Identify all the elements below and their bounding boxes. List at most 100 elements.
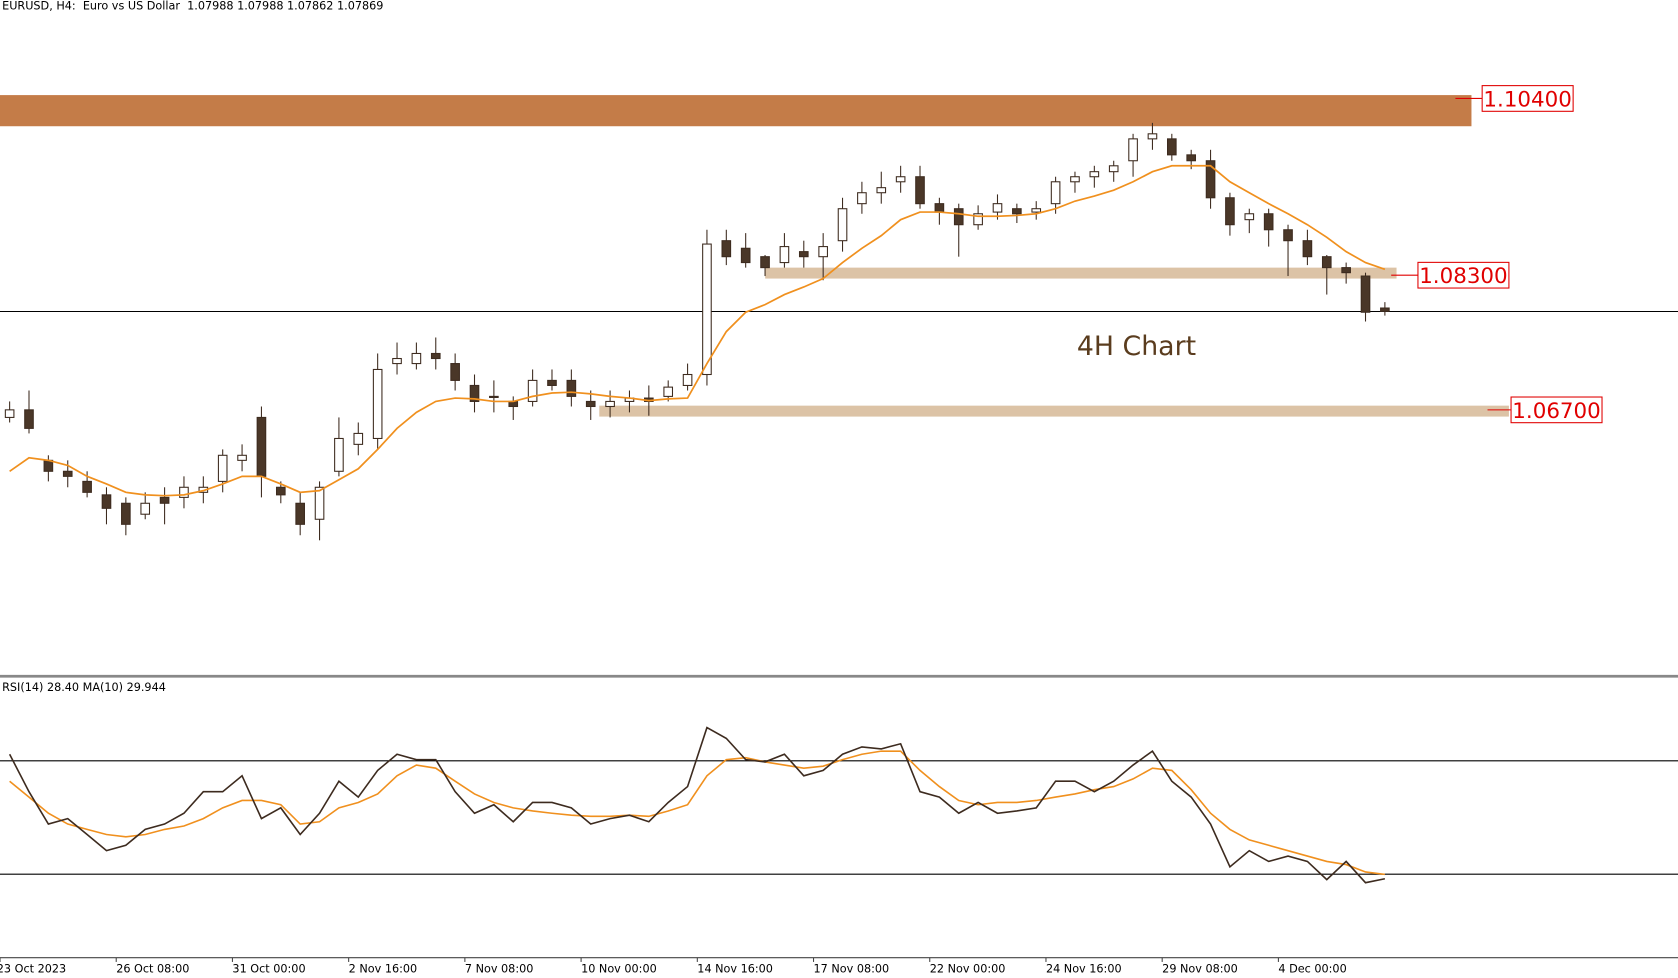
candle-body [140,502,151,515]
candle-body [1205,160,1216,199]
x-tick-label: 23 Oct 2023 [0,963,66,976]
candle-body [179,486,189,498]
candle-body [4,409,15,418]
price-pane [0,122,1678,541]
candle-body [1380,307,1390,312]
rsi-title: RSI(14) 28.40 MA(10) 29.944 [2,681,166,694]
candle-body [818,246,828,258]
candle-body [256,416,267,477]
candle-body [973,213,983,226]
moving-average [9,164,1386,497]
candle-body [779,246,790,264]
candle-body [82,480,92,493]
level-label-box [1417,261,1510,289]
x-tick-label: 2 Nov 16:00 [349,963,418,976]
candle-body [450,363,460,381]
level-label-box [1510,396,1603,424]
candle-body [1321,256,1332,269]
candle-body [934,203,945,213]
candle-body [798,251,809,258]
level-label: 1.08300 [1419,264,1507,289]
candle-body [1147,133,1158,140]
candle-body [837,208,848,242]
candle-body [721,240,732,258]
x-tick-label: 17 Nov 08:00 [814,963,890,976]
x-tick-label: 31 Oct 00:00 [232,963,305,976]
candle-body [62,470,73,477]
candle-body [353,432,364,445]
candle-body [295,502,305,525]
x-tick-label: 22 Nov 00:00 [930,963,1006,976]
x-tick-label: 4 Dec 00:00 [1278,963,1346,976]
candle-body [740,247,751,264]
candle-body [489,395,499,398]
candle-body [527,379,538,402]
candle-body [1089,171,1100,178]
candle-body [857,192,867,205]
zone [0,95,1472,127]
candle-body [895,176,906,183]
x-axis-labels: 23 Oct 2023 26 Oct 08:00 31 Oct 00:00 2 Nov… [0,957,1347,976]
zone [765,267,1397,279]
x-tick-label: 14 Nov 16:00 [697,963,773,976]
candle-body [314,486,325,520]
rsi-pane [0,726,1678,884]
candle-body [469,384,480,402]
candle-body [1167,138,1177,156]
candle-body [101,494,112,509]
candle-body [24,409,34,429]
candle-body [992,203,1003,213]
x-tick-label: 29 Nov 08:00 [1162,963,1238,976]
candle-body [1012,208,1022,215]
candle-body [682,373,693,386]
rsi-line [8,726,1386,884]
candle-body [1244,213,1255,221]
candle-body [605,400,615,408]
candle-body [237,454,247,461]
candle-body [217,454,228,482]
rsi-ma-line [9,750,1385,876]
candle-body [1128,138,1138,162]
candle-body [159,496,170,504]
candle-body [1050,181,1061,205]
candle-body [275,486,286,496]
candle-body [1360,275,1371,313]
candle-body [1341,267,1351,274]
candle-body [953,208,964,226]
candle-body [1108,165,1119,173]
candle-body [566,379,577,397]
annotation: 4H Chart [1077,331,1196,362]
candle-body [1263,213,1274,231]
candle-body [760,256,770,269]
candle-body [1186,154,1197,162]
candle-body [1302,240,1313,258]
x-tick-label: 24 Nov 16:00 [1046,963,1122,976]
candle-body [915,176,925,205]
candle-body [1070,176,1080,183]
x-tick-label: 26 Oct 08:00 [116,963,189,976]
candle-body [121,502,131,525]
candle-body [334,437,344,472]
candle-body [547,379,557,386]
level-label-box [1481,85,1574,112]
candle-body [663,386,674,397]
zone [599,405,1509,417]
level-label: 1.10400 [1483,87,1571,112]
candle-body [430,352,441,360]
candle-body [1031,208,1042,213]
candle-body [702,243,712,376]
x-tick-label: 10 Nov 00:00 [581,963,657,976]
chart-title: EURUSD, H4: Euro vs US Dollar 1.07988 1.… [2,0,383,13]
x-tick-label: 7 Nov 08:00 [465,963,534,976]
zones: 1.10400 1.08300 1.06700 [0,85,1603,424]
candle-body [585,400,596,408]
level-label: 1.06700 [1512,399,1600,424]
candle-body [1283,229,1293,242]
candle-body [1225,197,1235,226]
candle-body [392,357,402,365]
candle-body [876,187,887,194]
candle-body [411,352,422,365]
candle-body [372,368,383,440]
